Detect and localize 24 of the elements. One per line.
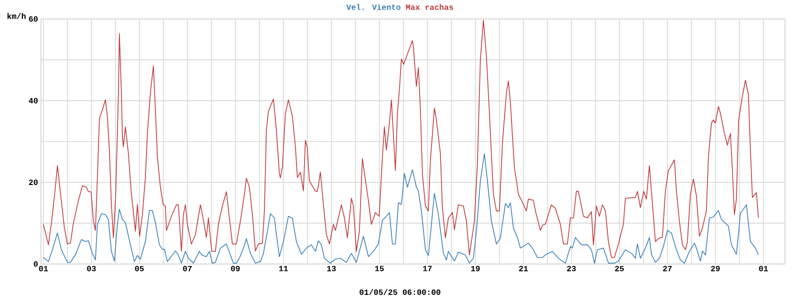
x-tick-label: 11 <box>279 266 288 272</box>
y-tick-label: 40 <box>28 98 38 104</box>
x-tick-label: 01 <box>39 266 48 272</box>
y-tick-label: 0 <box>34 261 38 267</box>
x-tick-label: 17 <box>423 266 432 272</box>
text: Vel. Viento <box>346 4 400 10</box>
text: 01/05/25 06:00:00 <box>360 289 440 295</box>
x-tick-label: 25 <box>615 266 624 272</box>
x-tick-label: 21 <box>519 266 528 272</box>
x-tick-label: 09 <box>231 266 240 272</box>
x-tick-label: 19 <box>471 266 480 272</box>
text: Max rachas <box>406 4 454 10</box>
y-tick-label: 60 <box>29 16 38 22</box>
x-tick-label: 07 <box>183 266 192 272</box>
y-tick-label: 20 <box>29 180 38 186</box>
x-tick-label: 01 <box>759 266 768 272</box>
x-tick-label: 27 <box>663 266 672 272</box>
x-tick-label: 29 <box>711 266 720 272</box>
x-tick-label: 13 <box>327 266 336 272</box>
x-tick-label: 15 <box>375 266 384 272</box>
x-tick-label: 03 <box>87 266 96 272</box>
x-tick-label: 05 <box>135 266 144 272</box>
y-axis-title: km/h <box>8 13 26 19</box>
x-tick-label: 23 <box>567 266 576 272</box>
